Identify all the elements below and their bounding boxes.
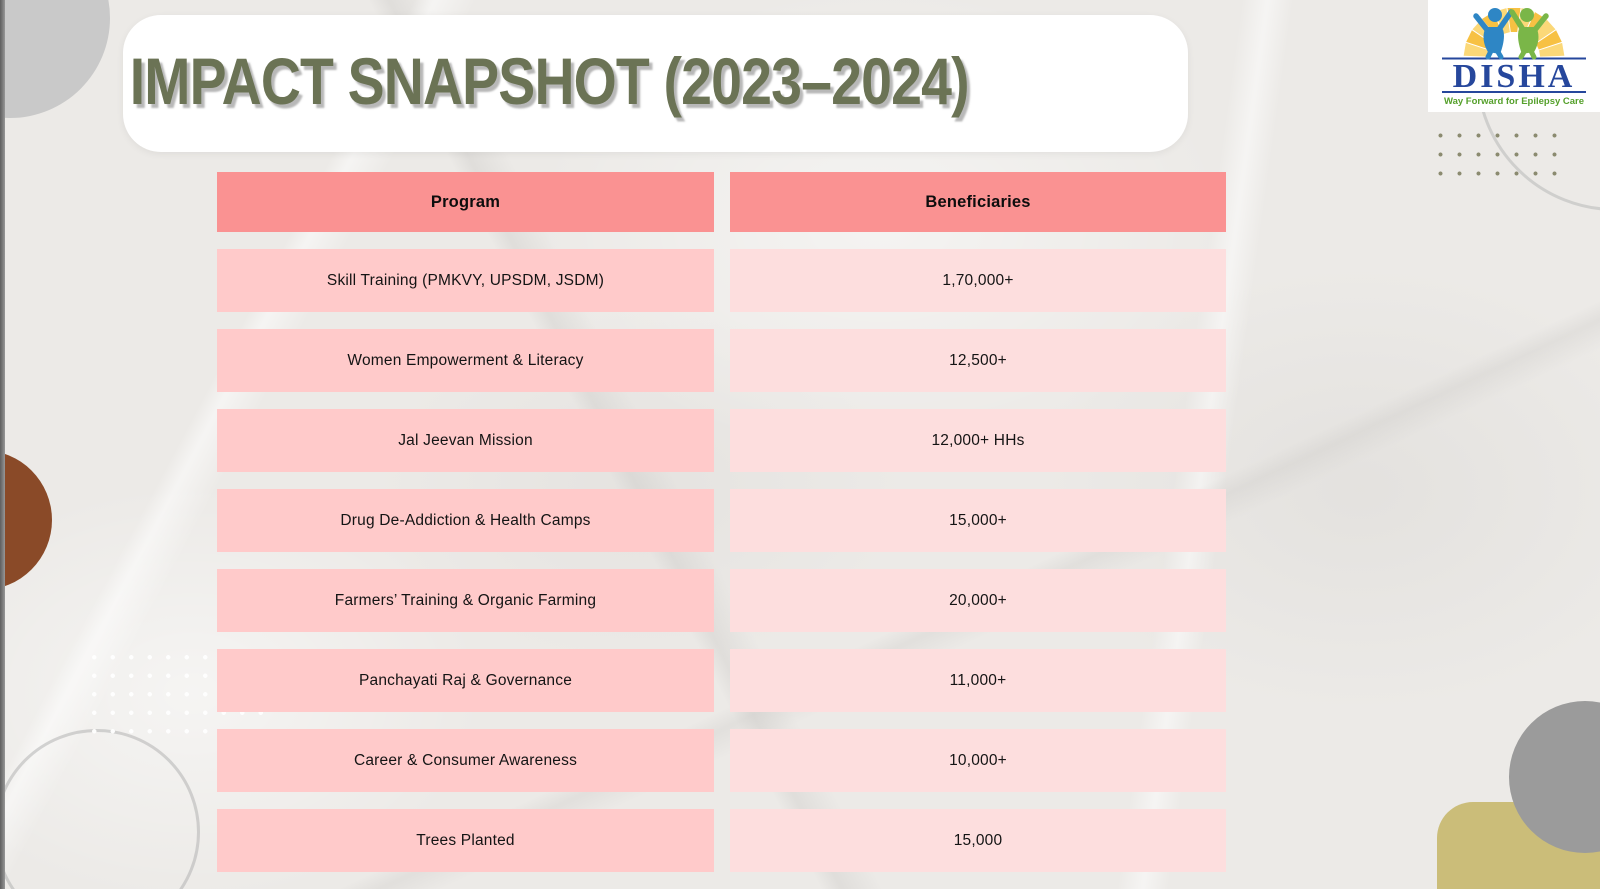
disha-logo-graphic: DISHA Way Forward for Epilepsy Care — [1442, 8, 1586, 107]
logo-wordmark: DISHA — [1453, 58, 1576, 95]
program-cell: Skill Training (PMKVY, UPSDM, JSDM) — [217, 249, 714, 312]
program-cell: Drug De-Addiction & Health Camps — [217, 489, 714, 552]
slide-left-edge — [0, 0, 5, 889]
disha-logo: DISHA Way Forward for Epilepsy Care — [1428, 0, 1600, 112]
logo-tagline: Way Forward for Epilepsy Care — [1444, 96, 1584, 107]
beneficiaries-cell: 1,70,000+ — [730, 249, 1226, 312]
table-header-beneficiaries: Beneficiaries — [730, 172, 1226, 232]
program-cell: Panchayati Raj & Governance — [217, 649, 714, 712]
blue-person-icon — [1473, 8, 1514, 60]
program-cell: Jal Jeevan Mission — [217, 409, 714, 472]
program-cell: Women Empowerment & Literacy — [217, 329, 714, 392]
title-banner: IMPACT SNAPSHOT (2023–2024) — [123, 15, 1188, 152]
beneficiaries-cell: 11,000+ — [730, 649, 1226, 712]
beneficiaries-cell: 15,000 — [730, 809, 1226, 872]
decor-ring-bottom-left — [0, 729, 200, 889]
beneficiaries-cell: 20,000+ — [730, 569, 1226, 632]
table-header-program: Program — [217, 172, 714, 232]
program-cell: Career & Consumer Awareness — [217, 729, 714, 792]
beneficiaries-cell: 15,000+ — [730, 489, 1226, 552]
beneficiaries-cell: 12,500+ — [730, 329, 1226, 392]
page-title: IMPACT SNAPSHOT (2023–2024) — [129, 43, 970, 118]
green-person-icon — [1509, 8, 1549, 60]
program-cell: Farmers’ Training & Organic Farming — [217, 569, 714, 632]
decor-brown-circle-left — [0, 450, 52, 590]
program-cell: Trees Planted — [217, 809, 714, 872]
beneficiaries-cell: 10,000+ — [730, 729, 1226, 792]
impact-table: Program Beneficiaries Skill Training (PM… — [217, 172, 1226, 872]
beneficiaries-cell: 12,000+ HHs — [730, 409, 1226, 472]
decor-olive-dot-grid — [1431, 126, 1565, 186]
decor-gray-circle-top-left — [0, 0, 110, 118]
